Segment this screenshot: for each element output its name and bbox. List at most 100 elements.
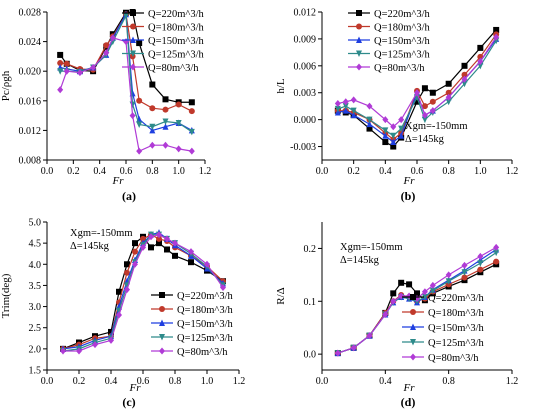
data-point xyxy=(164,235,170,243)
x-axis-label: Fr xyxy=(129,382,142,394)
data-point xyxy=(366,332,373,340)
chart-panel-4: 0.0 0.4 0.8 1.20.00.10.2FrR/Δ(d)Q=220m^3/hQ… xyxy=(275,222,518,409)
data-point xyxy=(149,81,156,88)
data-point xyxy=(156,235,162,242)
data-point xyxy=(421,111,428,119)
data-point xyxy=(149,123,156,131)
legend-marker xyxy=(159,292,165,298)
legend-label: Q=220m^3/h xyxy=(374,9,431,20)
x-tick-label: 1.0 xyxy=(172,166,185,177)
data-point xyxy=(414,290,420,297)
y-tick-label: 0.012 xyxy=(19,126,42,137)
legend-marker xyxy=(356,36,362,43)
legend-marker xyxy=(159,306,165,312)
data-point xyxy=(132,248,138,255)
y-tick-label: -0.003 xyxy=(290,142,316,153)
data-point xyxy=(57,60,64,67)
data-point xyxy=(92,341,98,349)
legend-marker xyxy=(410,339,416,346)
legend-marker xyxy=(356,50,362,57)
series-5 xyxy=(60,231,226,355)
data-point xyxy=(461,274,468,281)
data-point xyxy=(162,123,169,130)
data-point xyxy=(461,261,468,269)
chart-panel-2: 0.0 0.2 0.4 0.6 0.8 1.0 1.2 -0.003 0.000 0.003 0.0… xyxy=(275,8,518,204)
x-tick-label: 0.8 xyxy=(169,376,182,387)
legend-marker xyxy=(356,23,362,30)
legend-label: Q=125m^3/h xyxy=(177,333,234,344)
data-point xyxy=(148,244,154,251)
legend-marker xyxy=(130,10,136,16)
data-point xyxy=(398,116,405,124)
data-point xyxy=(164,246,170,253)
data-point xyxy=(156,240,162,247)
data-point xyxy=(162,141,169,149)
data-point xyxy=(129,112,136,120)
x-axis-label: Fr xyxy=(403,175,416,187)
data-point xyxy=(461,62,468,69)
data-point xyxy=(188,108,195,115)
data-point xyxy=(342,98,349,106)
data-point xyxy=(156,231,162,239)
data-point xyxy=(461,75,468,83)
data-point xyxy=(132,260,138,268)
x-tick-label: 0.0 xyxy=(41,166,54,177)
data-point xyxy=(334,349,341,357)
data-point xyxy=(350,107,357,115)
y-tick-label: 4.0 xyxy=(29,260,42,271)
legend: Q=220m^3/h Q=180m^3/h Q=150m^3/h Q=125m^3/h… xyxy=(122,9,205,74)
legend-label: Q=80m^3/h xyxy=(148,63,199,74)
y-tick-label: 0.000 xyxy=(294,115,317,126)
data-point xyxy=(350,96,357,104)
data-point xyxy=(445,93,452,101)
x-tick-label: 0.6 xyxy=(411,166,424,177)
data-point xyxy=(429,107,436,115)
data-point xyxy=(172,239,178,247)
data-point xyxy=(366,102,373,110)
annotation-text: Δ=145kg xyxy=(340,255,380,266)
x-tick-label: 0.6 xyxy=(137,376,150,387)
data-point xyxy=(398,279,405,286)
data-point xyxy=(429,281,436,289)
data-point xyxy=(172,252,178,259)
y-tick-label: 0.024 xyxy=(19,37,42,48)
data-point xyxy=(382,139,389,146)
data-point xyxy=(461,269,468,276)
data-point xyxy=(204,260,210,268)
data-point xyxy=(188,259,194,266)
data-point xyxy=(398,125,405,133)
data-point xyxy=(63,67,70,75)
data-point xyxy=(57,86,64,94)
legend-marker xyxy=(410,309,416,315)
legend-marker xyxy=(356,10,362,16)
panel-label: (b) xyxy=(401,189,416,203)
data-point xyxy=(334,105,341,113)
panel-label: (a) xyxy=(122,189,136,203)
x-tick-label: 0.2 xyxy=(347,166,360,177)
data-point xyxy=(390,138,397,146)
legend-label: Q=150m^3/h xyxy=(177,319,234,330)
y-tick-label: 2.0 xyxy=(29,344,42,355)
data-point xyxy=(421,116,428,124)
x-tick-label: 0.4 xyxy=(379,376,392,387)
data-point xyxy=(390,143,397,150)
legend-label: Q=80m^3/h xyxy=(374,63,425,74)
legend-marker xyxy=(410,353,416,361)
x-tick-label: 1.0 xyxy=(474,166,487,177)
data-point xyxy=(350,344,357,352)
data-point xyxy=(103,49,110,57)
data-point xyxy=(398,292,405,300)
series-line xyxy=(337,36,497,128)
annotation-text: Xgm=-150mm xyxy=(405,121,468,132)
data-point xyxy=(390,132,397,140)
legend-label: Q=150m^3/h xyxy=(428,323,485,334)
y-tick-label: 4.5 xyxy=(29,239,42,250)
legend-marker xyxy=(159,334,165,341)
data-point xyxy=(90,64,97,71)
data-point xyxy=(493,33,500,41)
legend: Q=220m^3/h Q=180m^3/h Q=150m^3/h Q=125m^3/h… xyxy=(402,293,485,364)
data-point xyxy=(477,44,484,51)
data-point xyxy=(382,311,389,318)
y-tick-label: 5.0 xyxy=(29,218,42,229)
